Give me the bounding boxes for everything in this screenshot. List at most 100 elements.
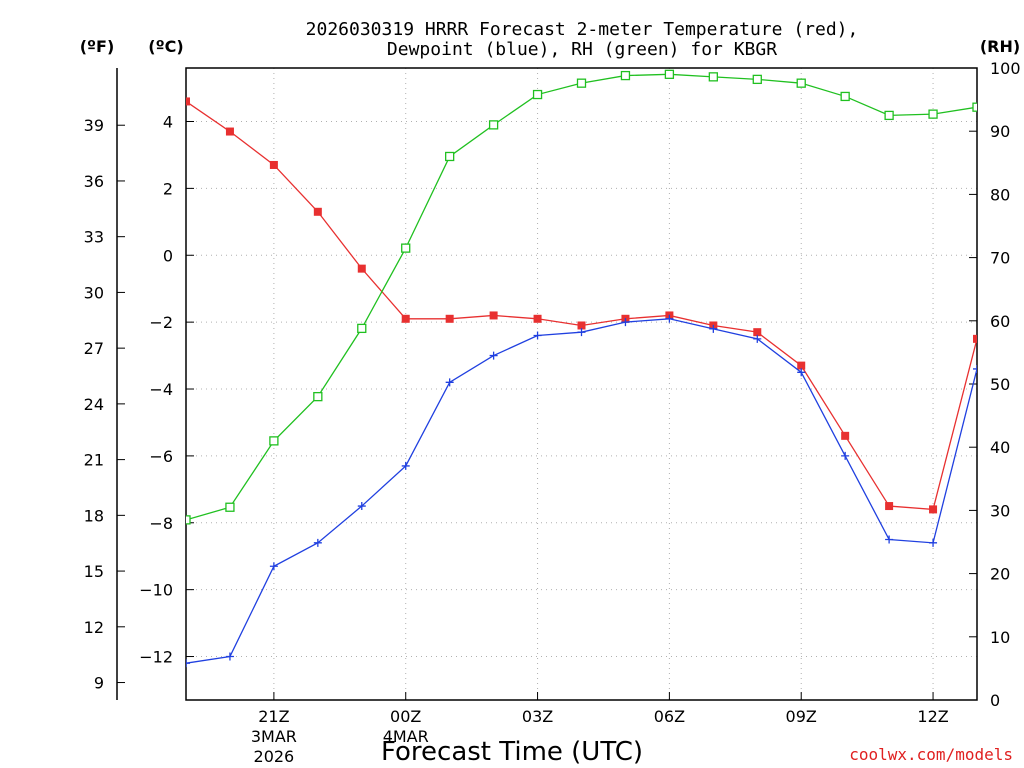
data-point bbox=[576, 78, 587, 88]
fahrenheit-tick-label: 21 bbox=[84, 451, 104, 470]
rh-tick-label: 20 bbox=[990, 565, 1010, 584]
rh-tick-label: 10 bbox=[990, 628, 1010, 647]
rh-tick-label: 100 bbox=[990, 59, 1021, 78]
data-point bbox=[929, 505, 938, 514]
fahrenheit-tick-label: 24 bbox=[84, 395, 104, 414]
data-point bbox=[357, 323, 367, 334]
data-point bbox=[186, 515, 191, 525]
x-tick-year-label: 2026 bbox=[254, 747, 295, 766]
celsius-tick-label: −8 bbox=[149, 514, 173, 533]
data-point bbox=[401, 314, 410, 323]
x-tick-label: 03Z bbox=[522, 707, 553, 726]
data-point bbox=[885, 535, 894, 544]
data-point bbox=[357, 502, 366, 511]
data-point bbox=[533, 314, 542, 323]
data-point bbox=[357, 264, 366, 273]
series-line bbox=[186, 100, 977, 511]
rh-unit-label: (RH) bbox=[980, 37, 1020, 56]
data-point bbox=[708, 72, 718, 82]
data-point bbox=[577, 321, 586, 330]
data-point bbox=[753, 328, 762, 337]
fahrenheit-tick-label: 18 bbox=[84, 506, 104, 525]
fahrenheit-unit-label: (ºF) bbox=[80, 37, 115, 56]
data-point bbox=[753, 334, 762, 343]
rh-tick-label: 80 bbox=[990, 185, 1010, 204]
x-tick-label: 21Z bbox=[258, 707, 289, 726]
fahrenheit-tick-label: 9 bbox=[94, 674, 104, 693]
data-point bbox=[313, 391, 323, 402]
fahrenheit-tick-label: 27 bbox=[84, 339, 104, 358]
data-point bbox=[225, 652, 234, 661]
data-point bbox=[841, 451, 850, 460]
plot-frame bbox=[185, 67, 978, 701]
series-line bbox=[186, 73, 977, 521]
data-point bbox=[225, 502, 235, 512]
data-point bbox=[928, 109, 938, 119]
rh-tick-label: 60 bbox=[990, 312, 1010, 331]
x-tick-label: 06Z bbox=[654, 707, 685, 726]
rh-tick-label: 30 bbox=[990, 501, 1010, 520]
celsius-tick-label: −12 bbox=[139, 648, 173, 667]
data-point bbox=[533, 331, 542, 340]
data-point bbox=[885, 502, 894, 511]
celsius-tick-label: −6 bbox=[149, 447, 173, 466]
x-tick-label: 00Z bbox=[390, 707, 421, 726]
data-point bbox=[401, 243, 411, 253]
fahrenheit-tick-label: 39 bbox=[84, 116, 104, 135]
data-point bbox=[489, 311, 498, 320]
data-point bbox=[489, 351, 498, 360]
data-point bbox=[269, 160, 278, 169]
data-point bbox=[445, 378, 454, 387]
chart-subtitle: Dewpoint (blue), RH (green) for KBGR bbox=[387, 39, 777, 60]
data-point bbox=[186, 659, 190, 668]
data-point bbox=[488, 120, 499, 130]
chart-title: 2026030319 HRRR Forecast 2-meter Tempera… bbox=[306, 19, 859, 40]
data-point bbox=[752, 74, 762, 85]
series-dewpoint bbox=[186, 314, 977, 668]
data-point bbox=[796, 78, 806, 88]
celsius-tick-label: −4 bbox=[149, 380, 173, 399]
series-temperature bbox=[186, 97, 977, 514]
data-point bbox=[797, 361, 806, 370]
data-point bbox=[532, 89, 543, 100]
rh-tick-label: 40 bbox=[990, 438, 1010, 457]
data-point bbox=[664, 69, 675, 79]
data-point bbox=[577, 328, 586, 337]
data-point bbox=[225, 127, 234, 136]
data-point bbox=[621, 318, 630, 327]
axes: 420−2−4−6−8−10−1239363330272421181512910… bbox=[84, 59, 1021, 766]
x-tick-label: 12Z bbox=[917, 707, 948, 726]
data-point bbox=[884, 110, 894, 121]
series-rh bbox=[186, 69, 977, 525]
data-point bbox=[929, 538, 938, 547]
data-point bbox=[269, 436, 279, 446]
rh-tick-label: 70 bbox=[990, 249, 1010, 268]
x-tick-date-label: 3MAR bbox=[251, 727, 297, 746]
fahrenheit-tick-label: 36 bbox=[84, 172, 104, 191]
data-point bbox=[445, 314, 454, 323]
rh-tick-label: 50 bbox=[990, 375, 1010, 394]
data-point bbox=[620, 70, 631, 81]
data-point bbox=[186, 97, 190, 106]
series bbox=[186, 69, 977, 668]
credit-text: coolwx.com/models bbox=[849, 745, 1013, 764]
x-tick-date-label: 4MAR bbox=[383, 727, 429, 746]
data-point bbox=[401, 461, 410, 470]
data-point bbox=[797, 368, 806, 377]
data-point bbox=[445, 151, 455, 162]
data-point bbox=[709, 324, 718, 333]
celsius-unit-label: (ºC) bbox=[148, 37, 183, 56]
x-axis-label: Forecast Time (UTC) bbox=[381, 737, 643, 767]
fahrenheit-tick-label: 33 bbox=[84, 228, 104, 247]
celsius-tick-label: −2 bbox=[149, 313, 173, 332]
data-point bbox=[269, 562, 278, 571]
data-point bbox=[841, 431, 850, 440]
celsius-tick-label: −10 bbox=[139, 581, 173, 600]
grid bbox=[186, 68, 977, 700]
x-tick-label: 09Z bbox=[786, 707, 817, 726]
data-point bbox=[840, 91, 850, 102]
celsius-tick-label: 0 bbox=[163, 246, 173, 265]
data-point bbox=[972, 102, 977, 112]
rh-tick-label: 90 bbox=[990, 122, 1010, 141]
